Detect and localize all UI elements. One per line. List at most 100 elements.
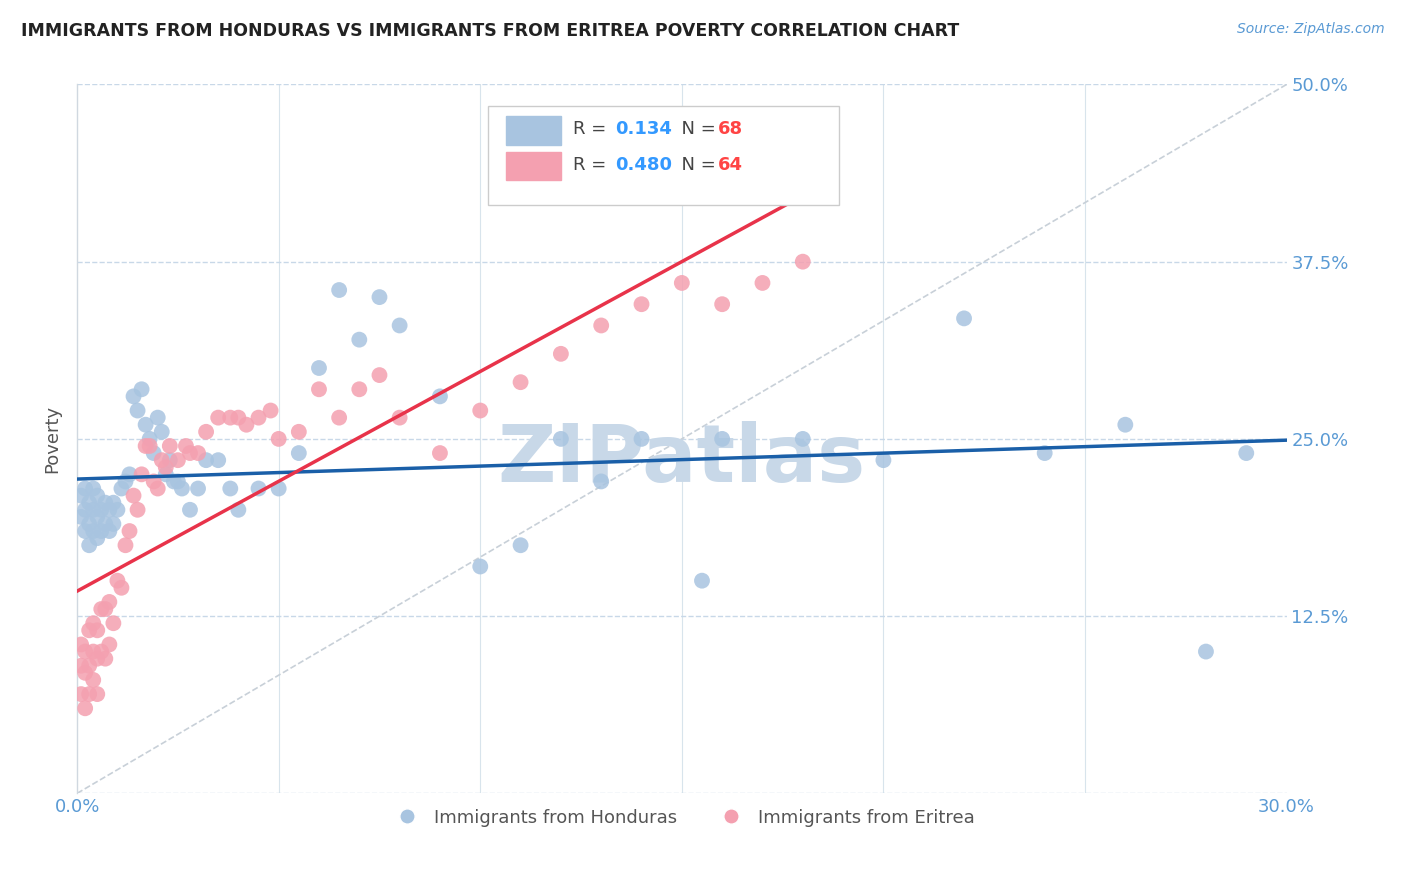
- Point: [75, 701, 97, 715]
- Point: [163, 475, 186, 489]
- Point: [86, 624, 108, 638]
- Point: [388, 410, 411, 425]
- Point: [509, 538, 531, 552]
- Point: [114, 475, 136, 489]
- Point: [150, 453, 173, 467]
- Bar: [506, 116, 561, 145]
- Point: [90, 644, 112, 658]
- Point: [86, 509, 108, 524]
- Point: [103, 616, 125, 631]
- Point: [388, 318, 411, 333]
- Point: [259, 403, 281, 417]
- Point: [75, 665, 97, 680]
- Point: [550, 347, 572, 361]
- Point: [77, 658, 100, 673]
- Point: [70, 687, 93, 701]
- Point: [98, 595, 121, 609]
- Point: [368, 290, 391, 304]
- Point: [792, 432, 814, 446]
- Point: [671, 276, 693, 290]
- Point: [591, 475, 613, 489]
- Text: N =: N =: [669, 155, 721, 174]
- Point: [195, 453, 218, 467]
- Point: [288, 425, 311, 439]
- Point: [110, 482, 132, 496]
- Point: [150, 425, 173, 439]
- Point: [82, 673, 104, 687]
- Point: [470, 403, 492, 417]
- Point: [155, 467, 177, 482]
- Bar: [506, 152, 561, 180]
- Text: Source: ZipAtlas.com: Source: ZipAtlas.com: [1237, 22, 1385, 37]
- Point: [308, 361, 330, 376]
- Point: [470, 559, 492, 574]
- FancyBboxPatch shape: [488, 106, 839, 205]
- Point: [187, 482, 209, 496]
- Point: [77, 538, 100, 552]
- Point: [429, 389, 451, 403]
- Point: [142, 446, 165, 460]
- Point: [94, 516, 117, 531]
- Y-axis label: Poverty: Poverty: [44, 405, 60, 473]
- Point: [751, 276, 773, 290]
- Point: [146, 482, 169, 496]
- Point: [86, 687, 108, 701]
- Text: 0.134: 0.134: [616, 120, 672, 138]
- Point: [179, 446, 201, 460]
- Point: [75, 524, 97, 538]
- Point: [550, 432, 572, 446]
- Point: [107, 503, 129, 517]
- Text: R =: R =: [574, 155, 612, 174]
- Point: [122, 389, 145, 403]
- Text: 68: 68: [718, 120, 744, 138]
- Point: [219, 482, 242, 496]
- Point: [98, 503, 121, 517]
- Point: [82, 616, 104, 631]
- Point: [711, 432, 734, 446]
- Point: [228, 503, 250, 517]
- Point: [118, 524, 141, 538]
- Point: [103, 516, 125, 531]
- Point: [328, 410, 350, 425]
- Point: [131, 467, 153, 482]
- Point: [1195, 644, 1218, 658]
- Point: [94, 651, 117, 665]
- Point: [195, 425, 218, 439]
- Point: [77, 687, 100, 701]
- Point: [792, 254, 814, 268]
- Point: [82, 644, 104, 658]
- Text: IMMIGRANTS FROM HONDURAS VS IMMIGRANTS FROM ERITREA POVERTY CORRELATION CHART: IMMIGRANTS FROM HONDURAS VS IMMIGRANTS F…: [21, 22, 959, 40]
- Point: [94, 602, 117, 616]
- Point: [711, 297, 734, 311]
- Point: [135, 439, 157, 453]
- Point: [349, 333, 371, 347]
- Point: [349, 382, 371, 396]
- Point: [1234, 446, 1257, 460]
- Point: [267, 432, 290, 446]
- Point: [86, 651, 108, 665]
- Point: [131, 382, 153, 396]
- Point: [90, 503, 112, 517]
- Point: [138, 439, 160, 453]
- Point: [135, 417, 157, 432]
- Point: [247, 410, 270, 425]
- Point: [82, 482, 104, 496]
- Point: [155, 460, 177, 475]
- Point: [82, 524, 104, 538]
- Point: [142, 475, 165, 489]
- Point: [159, 439, 181, 453]
- Point: [288, 446, 311, 460]
- Point: [429, 446, 451, 460]
- Point: [174, 439, 197, 453]
- Point: [75, 644, 97, 658]
- Point: [591, 318, 613, 333]
- Point: [90, 602, 112, 616]
- Point: [228, 410, 250, 425]
- Point: [90, 524, 112, 538]
- Point: [70, 658, 93, 673]
- Point: [159, 453, 181, 467]
- Point: [630, 432, 652, 446]
- Point: [98, 524, 121, 538]
- Point: [167, 475, 190, 489]
- Text: 0.480: 0.480: [616, 155, 672, 174]
